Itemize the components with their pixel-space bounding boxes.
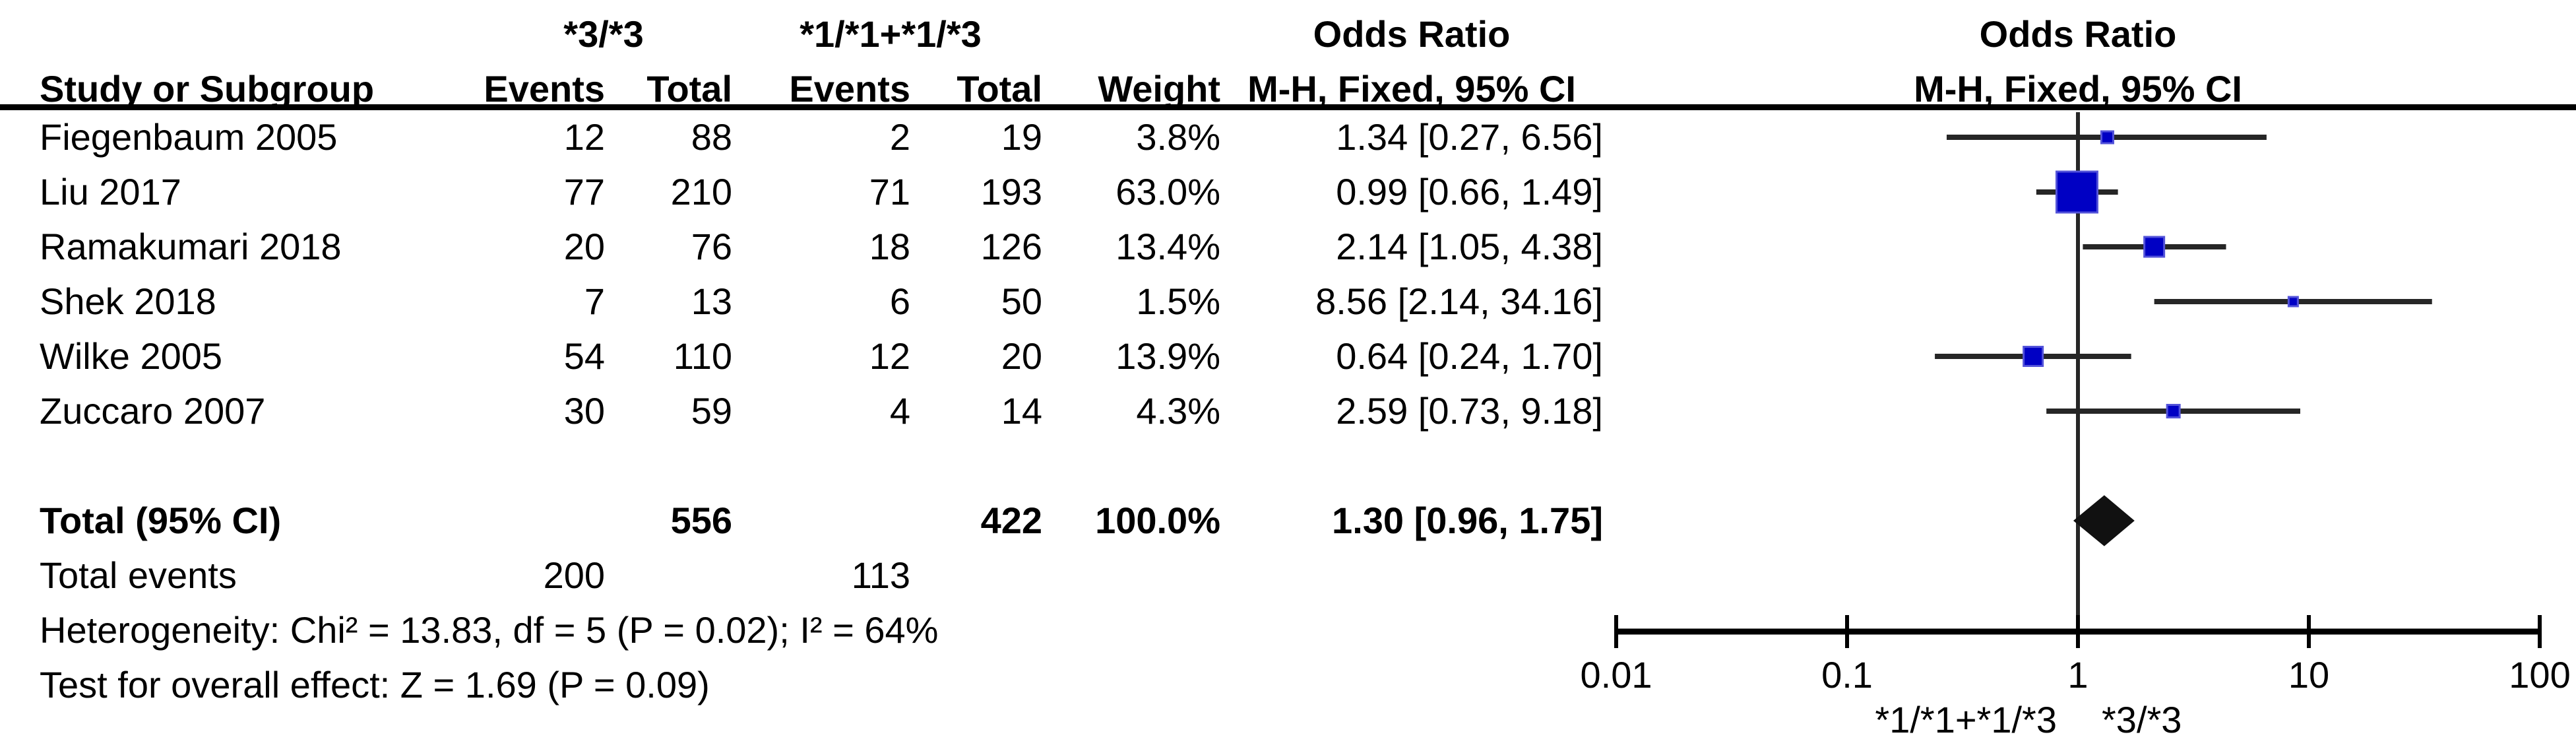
col-header-study: Study or Subgroup bbox=[40, 68, 375, 110]
study-cell-total2: 126 bbox=[980, 226, 1042, 267]
study-cell-total1: 13 bbox=[691, 280, 732, 322]
study-cell-weight: 4.3% bbox=[1136, 390, 1220, 432]
study-cell-events2: 4 bbox=[889, 390, 910, 432]
total-label: Total (95% CI) bbox=[40, 500, 282, 541]
study-cell-events2: 2 bbox=[889, 116, 910, 158]
study-cell-events1: 77 bbox=[563, 171, 605, 213]
study-cell-total2: 193 bbox=[980, 171, 1042, 213]
study-cell-events1: 54 bbox=[563, 335, 605, 377]
axis-tick-label: 10 bbox=[2288, 654, 2329, 696]
study-cell-ci_text: 1.34 [0.27, 6.56] bbox=[1336, 116, 1603, 158]
study-cell-name: Shek 2018 bbox=[40, 280, 216, 322]
study-cell-ci_text: 2.59 [0.73, 9.18] bbox=[1336, 390, 1603, 432]
study-row: Liu 2017 77 210 71 193 63.0% 0.99 [0.66, 1.49] bbox=[0, 166, 2576, 218]
summary-diamond bbox=[2073, 495, 2135, 546]
axis-tick-label: 1 bbox=[2067, 654, 2088, 696]
study-row: Ramakumari 2018 20 76 18 126 13.4% 2.14 [1.05,… bbox=[0, 220, 2576, 273]
col-header-weight: Weight bbox=[1098, 68, 1220, 110]
col-header-events2: Events bbox=[789, 68, 910, 110]
study-cell-total1: 59 bbox=[691, 390, 732, 432]
odds-ratio-header-left: Odds Ratio bbox=[1313, 13, 1511, 55]
study-cell-weight: 13.9% bbox=[1115, 335, 1220, 377]
study-cell-events1: 30 bbox=[563, 390, 605, 432]
col-header-total2: Total bbox=[957, 68, 1042, 110]
axis-tick-label: 100 bbox=[2509, 654, 2570, 696]
col-header-method-right: M-H, Fixed, 95% CI bbox=[1914, 68, 2242, 110]
study-cell-total1: 110 bbox=[673, 335, 732, 377]
total-n-group1: 556 bbox=[670, 500, 732, 541]
study-cell-weight: 13.4% bbox=[1115, 226, 1220, 267]
study-cell-events2: 12 bbox=[869, 335, 910, 377]
total-events-group1: 200 bbox=[543, 554, 605, 596]
study-cell-name: Fiegenbaum 2005 bbox=[40, 116, 338, 158]
study-cell-name: Zuccaro 2007 bbox=[40, 390, 266, 432]
header-rule bbox=[0, 104, 2576, 110]
heterogeneity-row: Heterogeneity: Chi² = 13.83, df = 5 (P =… bbox=[0, 604, 2576, 657]
overall-effect-row: Test for overall effect: Z = 1.69 (P = 0… bbox=[0, 659, 2576, 711]
study-cell-ci_text: 2.14 [1.05, 4.38] bbox=[1336, 226, 1603, 267]
total-row: Total (95% CI) 556 422 100.0% 1.30 [0.96… bbox=[0, 494, 2576, 547]
or-square bbox=[2143, 236, 2166, 258]
study-cell-name: Wilke 2005 bbox=[40, 335, 223, 377]
total-events-label: Total events bbox=[40, 554, 237, 596]
study-cell-total2: 50 bbox=[1001, 280, 1042, 322]
study-cell-events1: 20 bbox=[563, 226, 605, 267]
col-header-method-left: M-H, Fixed, 95% CI bbox=[1247, 68, 1576, 110]
odds-ratio-header-right: Odds Ratio bbox=[1979, 13, 2177, 55]
col-header-events1: Events bbox=[484, 68, 605, 110]
study-cell-weight: 1.5% bbox=[1136, 280, 1220, 322]
heterogeneity-text: Heterogeneity: Chi² = 13.83, df = 5 (P =… bbox=[40, 609, 939, 651]
axis-tick-label: 0.01 bbox=[1581, 654, 1652, 696]
study-cell-total1: 210 bbox=[670, 171, 732, 213]
study-cell-events2: 18 bbox=[869, 226, 910, 267]
study-cell-weight: 3.8% bbox=[1136, 116, 1220, 158]
study-cell-total1: 88 bbox=[691, 116, 732, 158]
study-cell-total2: 19 bbox=[1001, 116, 1042, 158]
group2-header: *1/*1+*1/*3 bbox=[800, 13, 982, 55]
or-square bbox=[2166, 404, 2181, 418]
or-square bbox=[2055, 170, 2098, 214]
study-row: Shek 2018 7 13 6 50 1.5% 8.56 [2.14, 34.16] bbox=[0, 275, 2576, 328]
study-row: Fiegenbaum 2005 12 88 2 19 3.8% 1.34 [0.27, 6.… bbox=[0, 111, 2576, 164]
or-square bbox=[2287, 296, 2299, 308]
total-events-row: Total events 200 113 bbox=[0, 549, 2576, 602]
axis-tick-label: 0.1 bbox=[1821, 654, 1873, 696]
total-events-group2: 113 bbox=[851, 554, 910, 596]
study-row: Zuccaro 2007 30 59 4 14 4.3% 2.59 [0.73, 9.18] bbox=[0, 385, 2576, 438]
study-cell-name: Ramakumari 2018 bbox=[40, 226, 342, 267]
or-square bbox=[2100, 130, 2114, 145]
study-cell-events2: 71 bbox=[869, 171, 910, 213]
column-header-row: Study or Subgroup Events Total Events To… bbox=[0, 63, 2576, 115]
group1-header: *3/*3 bbox=[563, 13, 644, 55]
study-cell-name: Liu 2017 bbox=[40, 171, 181, 213]
study-cell-weight: 63.0% bbox=[1115, 171, 1220, 213]
study-cell-ci_text: 0.64 [0.24, 1.70] bbox=[1336, 335, 1603, 377]
study-cell-ci_text: 0.99 [0.66, 1.49] bbox=[1336, 171, 1603, 213]
favour-left-label: *1/*1+*1/*3 bbox=[1875, 699, 2057, 740]
favour-right-label: *3/*3 bbox=[2102, 699, 2182, 740]
study-cell-total2: 20 bbox=[1001, 335, 1042, 377]
study-cell-events1: 7 bbox=[584, 280, 605, 322]
study-row: Wilke 2005 54 110 12 20 13.9% 0.64 [0.24, 1.70… bbox=[0, 330, 2576, 383]
col-header-total1: Total bbox=[646, 68, 732, 110]
or-square bbox=[2023, 346, 2044, 367]
total-weight: 100.0% bbox=[1095, 500, 1220, 541]
study-cell-events2: 6 bbox=[889, 280, 910, 322]
study-cell-events1: 12 bbox=[563, 116, 605, 158]
total-ci-text: 1.30 [0.96, 1.75] bbox=[1332, 500, 1603, 541]
total-n-group2: 422 bbox=[980, 500, 1042, 541]
study-cell-total2: 14 bbox=[1001, 390, 1042, 432]
study-cell-total1: 76 bbox=[691, 226, 732, 267]
header-group-row: *3/*3 *1/*1+*1/*3 Odds Ratio Odds Ratio bbox=[0, 8, 2576, 61]
study-cell-ci_text: 8.56 [2.14, 34.16] bbox=[1315, 280, 1603, 322]
overall-effect-text: Test for overall effect: Z = 1.69 (P = 0… bbox=[40, 664, 710, 705]
